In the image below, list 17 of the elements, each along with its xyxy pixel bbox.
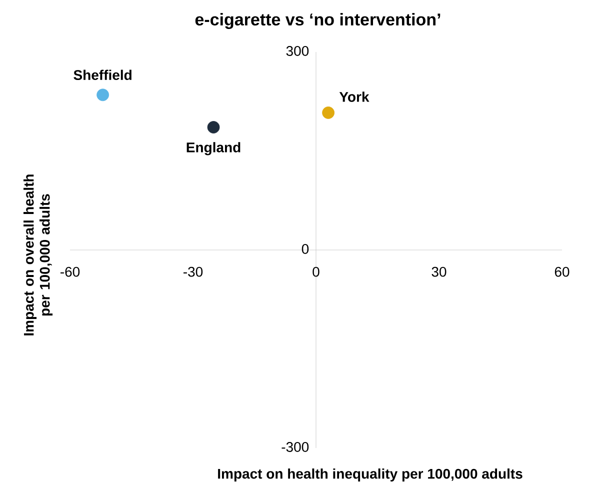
chart-title: e-cigarette vs ‘no intervention’ (195, 13, 440, 29)
series-label: York (339, 92, 370, 102)
x-tick-label: 60 (554, 266, 570, 277)
y-tick-label: -300 (282, 442, 309, 452)
series-label: England (186, 142, 240, 156)
x-tick-label: 30 (432, 266, 446, 277)
y-tick-label: 0 (302, 244, 309, 254)
point (207, 121, 220, 134)
x-tick-label: -30 (184, 266, 203, 277)
x-tick-label: -60 (60, 266, 80, 277)
point (322, 106, 334, 119)
x-tick-label: 0 (312, 266, 320, 277)
x-axis-title: Impact on health inequality per 100,000 adults (218, 468, 522, 482)
y-tick-label: 300 (286, 46, 309, 56)
point (96, 88, 110, 102)
series-label: Sheffield (74, 70, 132, 80)
y-axis-title: Impact on overall health per 100,000 adults (23, 174, 53, 336)
